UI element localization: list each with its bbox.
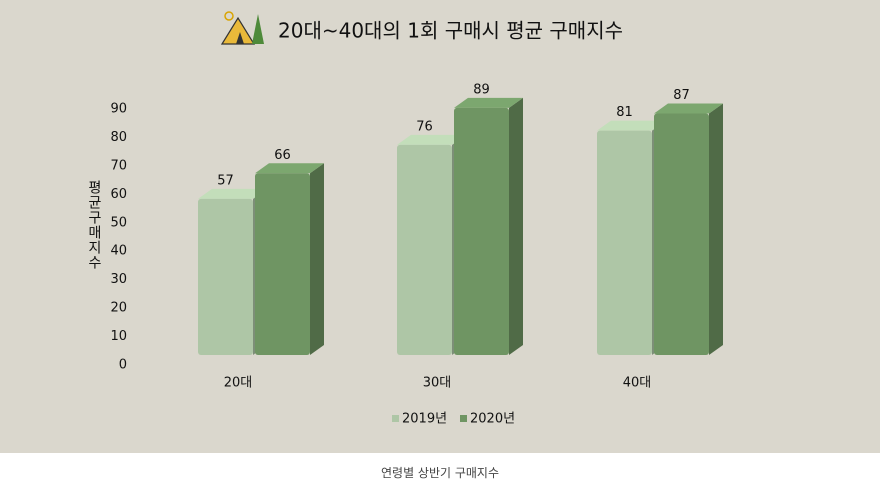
bar-top <box>397 134 466 145</box>
value-label: 76 <box>416 119 433 134</box>
bar-top <box>454 97 523 108</box>
legend-swatch <box>460 415 467 422</box>
y-tick-label: 10 <box>110 329 127 344</box>
bar <box>397 144 452 355</box>
bar-side <box>509 97 523 355</box>
chart: 20대~40대의 1회 구매시 평균 구매지수 0 10 20 30 40 50 60 70 8… <box>0 0 880 453</box>
y-tick-label: 20 <box>110 301 127 316</box>
value-label: 66 <box>274 148 291 163</box>
value-label: 87 <box>673 88 690 103</box>
bar <box>597 130 652 355</box>
bar-top <box>255 163 324 174</box>
y-tick-label: 70 <box>110 158 127 173</box>
chart-title: 20대~40대의 1회 구매시 평균 구매지수 <box>278 19 623 43</box>
legend-label: 2019년 <box>402 412 447 427</box>
y-tick-label: 30 <box>110 272 127 287</box>
y-tick-label: 60 <box>110 187 127 202</box>
title-icon <box>220 11 264 45</box>
x-tick-label: 20대 <box>224 376 253 391</box>
x-tick-label: 40대 <box>623 376 652 391</box>
y-tick-label: 90 <box>110 102 127 117</box>
y-tick-label: 50 <box>110 215 127 230</box>
y-axis-label: 평균구매지수 <box>86 180 102 270</box>
caption: 연령별 상반기 구매지수 <box>380 466 500 480</box>
y-tick-label: 80 <box>110 130 127 145</box>
value-label: 89 <box>473 82 490 97</box>
value-label: 57 <box>217 173 234 188</box>
bar <box>454 107 509 355</box>
y-tick-label: 40 <box>110 244 127 259</box>
x-tick-label: 30대 <box>423 376 452 391</box>
y-tick-label: 0 <box>119 358 127 373</box>
bar-top <box>198 188 267 199</box>
value-label: 81 <box>616 105 633 120</box>
bar <box>198 198 253 355</box>
legend-label: 2020년 <box>470 412 515 427</box>
legend-swatch <box>392 415 399 422</box>
bar-top <box>597 120 666 131</box>
bar-side <box>310 163 324 355</box>
bar-top <box>654 103 723 114</box>
bar <box>654 113 709 356</box>
bar <box>255 173 310 355</box>
bar-side <box>709 103 723 356</box>
